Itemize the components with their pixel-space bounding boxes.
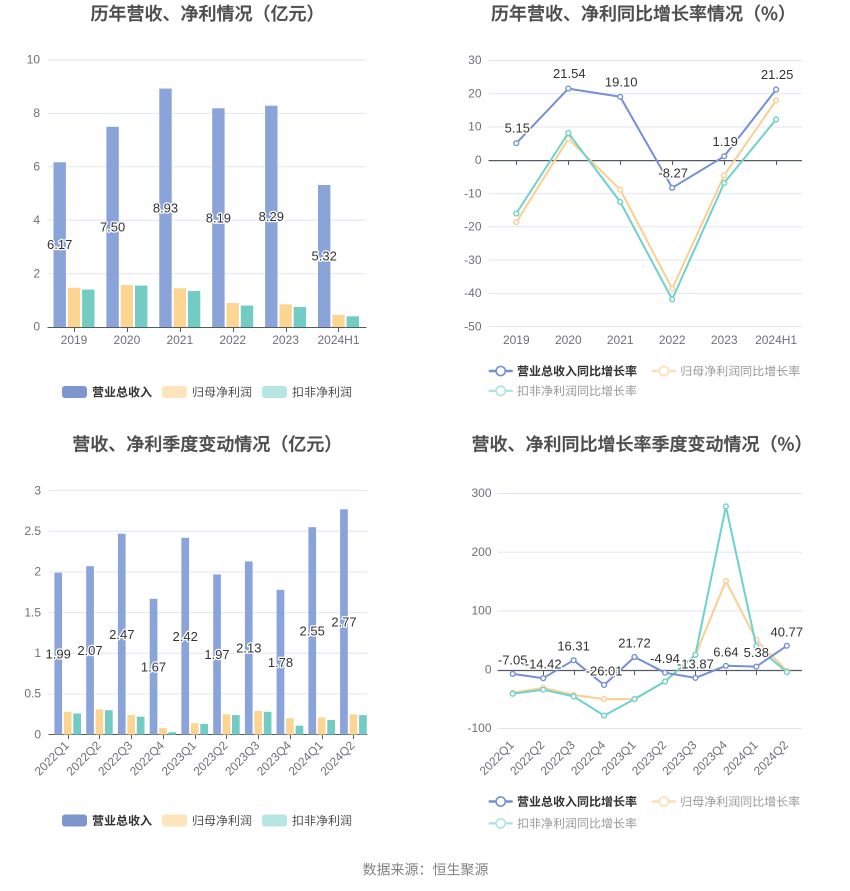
svg-text:2022: 2022 xyxy=(659,333,686,347)
svg-text:100: 100 xyxy=(471,604,491,618)
svg-text:-50: -50 xyxy=(464,319,482,333)
svg-text:2.42: 2.42 xyxy=(173,629,198,644)
svg-text:10: 10 xyxy=(468,120,482,134)
svg-text:8.93: 8.93 xyxy=(153,200,178,215)
svg-text:1.67: 1.67 xyxy=(141,659,166,674)
svg-text:1.19: 1.19 xyxy=(713,134,738,149)
svg-text:200: 200 xyxy=(471,545,491,559)
svg-text:-10: -10 xyxy=(464,186,482,200)
svg-text:21.72: 21.72 xyxy=(618,636,651,651)
svg-text:7.50: 7.50 xyxy=(100,220,125,235)
svg-text:-20: -20 xyxy=(464,220,482,234)
svg-text:19.10: 19.10 xyxy=(605,74,638,89)
svg-text:300: 300 xyxy=(471,486,491,500)
svg-text:0: 0 xyxy=(485,663,492,677)
svg-text:2.55: 2.55 xyxy=(300,624,325,639)
svg-text:2019: 2019 xyxy=(503,333,530,347)
svg-text:21.25: 21.25 xyxy=(761,67,794,82)
svg-text:3: 3 xyxy=(34,483,41,497)
svg-text:2022: 2022 xyxy=(219,333,246,347)
svg-text:2.13: 2.13 xyxy=(236,641,261,656)
svg-text:2021: 2021 xyxy=(166,333,193,347)
svg-text:2020: 2020 xyxy=(114,333,141,347)
svg-text:-13.87: -13.87 xyxy=(677,656,714,671)
svg-text:5.32: 5.32 xyxy=(312,249,337,264)
svg-text:1.97: 1.97 xyxy=(204,647,229,662)
svg-text:0: 0 xyxy=(33,320,40,334)
svg-text:21.54: 21.54 xyxy=(553,66,586,81)
svg-text:30: 30 xyxy=(468,53,482,67)
svg-text:8.29: 8.29 xyxy=(259,209,284,224)
svg-text:2024Q2: 2024Q2 xyxy=(317,738,357,778)
svg-text:-100: -100 xyxy=(467,721,491,735)
svg-text:10: 10 xyxy=(27,53,41,67)
svg-text:5.38: 5.38 xyxy=(744,645,769,660)
svg-text:-14.42: -14.42 xyxy=(525,657,562,672)
svg-text:0.5: 0.5 xyxy=(24,687,41,701)
svg-text:6.64: 6.64 xyxy=(713,644,738,659)
svg-text:2.47: 2.47 xyxy=(109,627,134,642)
svg-text:2024H1: 2024H1 xyxy=(317,333,359,347)
svg-text:-40: -40 xyxy=(464,286,482,300)
svg-text:40.77: 40.77 xyxy=(771,624,804,639)
svg-text:2021: 2021 xyxy=(607,333,634,347)
svg-text:8.19: 8.19 xyxy=(206,210,231,225)
svg-text:5.15: 5.15 xyxy=(505,121,530,136)
svg-text:-30: -30 xyxy=(464,253,482,267)
svg-text:1.5: 1.5 xyxy=(24,605,41,619)
svg-text:2024Q2: 2024Q2 xyxy=(751,738,791,778)
svg-text:0: 0 xyxy=(34,727,41,741)
svg-text:0: 0 xyxy=(475,153,482,167)
svg-text:2: 2 xyxy=(33,266,40,280)
svg-text:2023: 2023 xyxy=(711,333,738,347)
svg-text:2.07: 2.07 xyxy=(77,643,102,658)
svg-text:16.31: 16.31 xyxy=(557,639,590,654)
svg-text:6: 6 xyxy=(33,160,40,174)
svg-text:2023: 2023 xyxy=(272,333,299,347)
svg-text:2.77: 2.77 xyxy=(331,615,356,630)
svg-text:20: 20 xyxy=(468,87,482,101)
svg-text:-4.94: -4.94 xyxy=(650,651,680,666)
svg-text:-26.01: -26.01 xyxy=(586,664,623,679)
svg-text:2024H1: 2024H1 xyxy=(755,333,797,347)
svg-text:1.78: 1.78 xyxy=(268,655,293,670)
svg-text:2020: 2020 xyxy=(555,333,582,347)
svg-text:1: 1 xyxy=(34,646,41,660)
svg-text:1.99: 1.99 xyxy=(46,646,71,661)
svg-text:-8.27: -8.27 xyxy=(658,165,688,180)
svg-text:-7.05: -7.05 xyxy=(498,652,528,667)
svg-text:2019: 2019 xyxy=(61,333,88,347)
svg-text:2: 2 xyxy=(34,565,41,579)
svg-text:6.17: 6.17 xyxy=(47,237,72,252)
svg-text:8: 8 xyxy=(33,106,40,120)
svg-text:4: 4 xyxy=(33,213,40,227)
svg-text:2.5: 2.5 xyxy=(24,524,41,538)
